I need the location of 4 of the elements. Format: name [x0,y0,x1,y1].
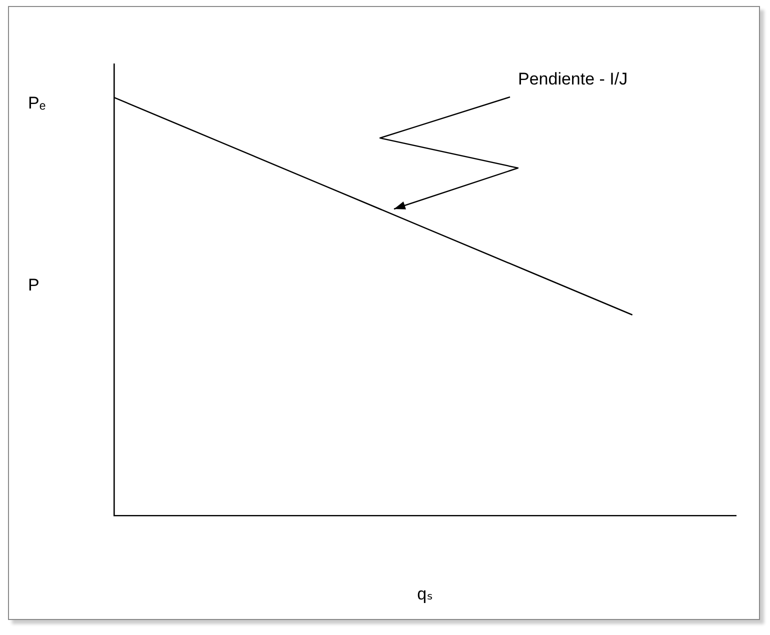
text: Pₑ [28,94,46,113]
x-axis-title: qₛ [417,584,433,604]
y-axis-title: P [28,275,40,294]
text: Pendiente - I/J [518,70,628,89]
